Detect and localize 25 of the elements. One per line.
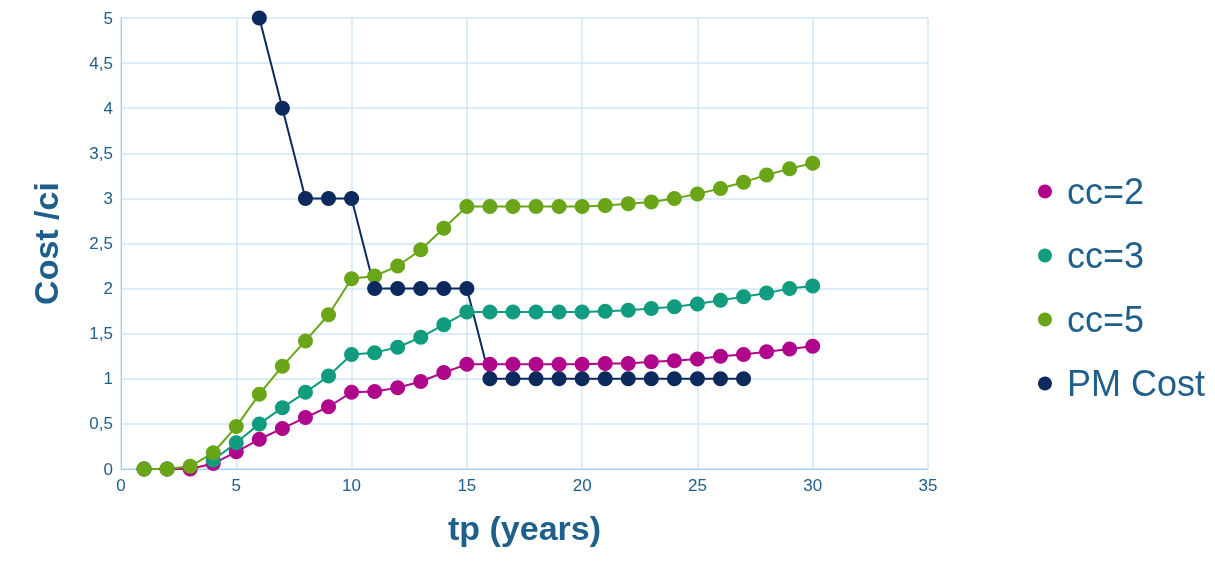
y-tick-label: 4 [103, 98, 113, 118]
x-tick-label: 25 [687, 476, 707, 495]
legend-label: cc=5 [1066, 299, 1145, 340]
x-tick-label: 20 [572, 476, 592, 495]
legend-label: cc=2 [1066, 171, 1145, 212]
y-axis-title: Cost /ci [27, 182, 65, 305]
y-tick-label: 1 [103, 369, 113, 389]
y-tick-label: 2 [103, 279, 113, 299]
x-tick-label: 0 [116, 476, 126, 495]
x-tick-label: 5 [231, 476, 242, 495]
y-tick-label: 3 [103, 188, 113, 208]
legend-label: PM Cost [1066, 363, 1206, 404]
y-tick-label: 3,5 [89, 143, 113, 163]
y-tick-label: 1,5 [89, 324, 113, 344]
y-tick-label: 0 [103, 459, 113, 479]
x-tick-label: 35 [918, 476, 938, 495]
x-tick-label: 30 [803, 476, 823, 495]
x-tick-label: 10 [342, 476, 362, 495]
legend-label: cc=3 [1066, 235, 1145, 276]
y-tick-label: 0,5 [89, 414, 113, 434]
y-tick-label: 2,5 [89, 234, 113, 253]
y-tick-label: 4,5 [89, 53, 113, 73]
x-tick-label: 15 [457, 476, 477, 495]
y-tick-label: 5 [103, 8, 113, 28]
x-axis-title: tp (years) [447, 509, 602, 547]
